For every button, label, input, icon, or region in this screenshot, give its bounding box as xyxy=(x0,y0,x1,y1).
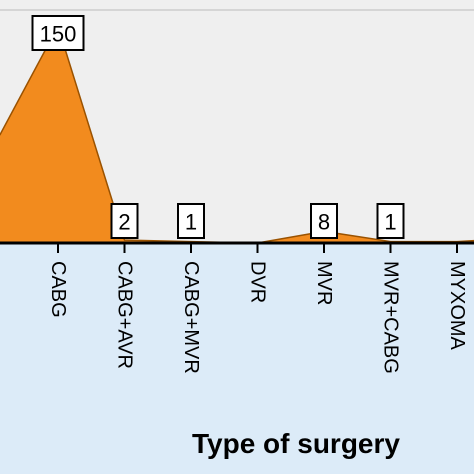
data-label: 1 xyxy=(376,203,405,239)
data-label-box xyxy=(376,203,405,239)
data-label-text: 1 xyxy=(185,210,197,235)
data-label-text: 8 xyxy=(318,210,330,235)
x-axis-title: Type of surgery xyxy=(192,428,400,459)
x-tick-label: DVR xyxy=(247,261,269,303)
data-label-box xyxy=(110,203,139,239)
x-tick-layer: CABG CABG+AVR CABG+MVR DVR MVR MVR+CABG MYXOMA xyxy=(47,243,468,374)
x-tick-label: CABG xyxy=(47,261,69,318)
data-label-text: 1 xyxy=(384,210,396,235)
data-label-text: 150 xyxy=(40,22,77,47)
data-label-layer: 150 2 1 8 1 xyxy=(31,15,405,239)
x-tick-label: MVR+CABG xyxy=(380,261,402,374)
data-label: 1 xyxy=(177,203,205,239)
x-tick-label: MVR xyxy=(313,261,335,305)
data-label: 2 xyxy=(110,203,139,239)
data-label-box xyxy=(31,15,85,51)
data-label: 150 xyxy=(31,15,85,51)
x-tick-label: CABG+MVR xyxy=(180,261,202,374)
data-label: 8 xyxy=(310,203,338,239)
axis-background xyxy=(0,243,474,474)
x-tick-label: CABG+AVR xyxy=(114,261,136,369)
data-label-box xyxy=(177,203,205,239)
data-label-text: 2 xyxy=(118,210,130,235)
x-tick-label: MYXOMA xyxy=(446,261,468,351)
data-label-box xyxy=(310,203,338,239)
